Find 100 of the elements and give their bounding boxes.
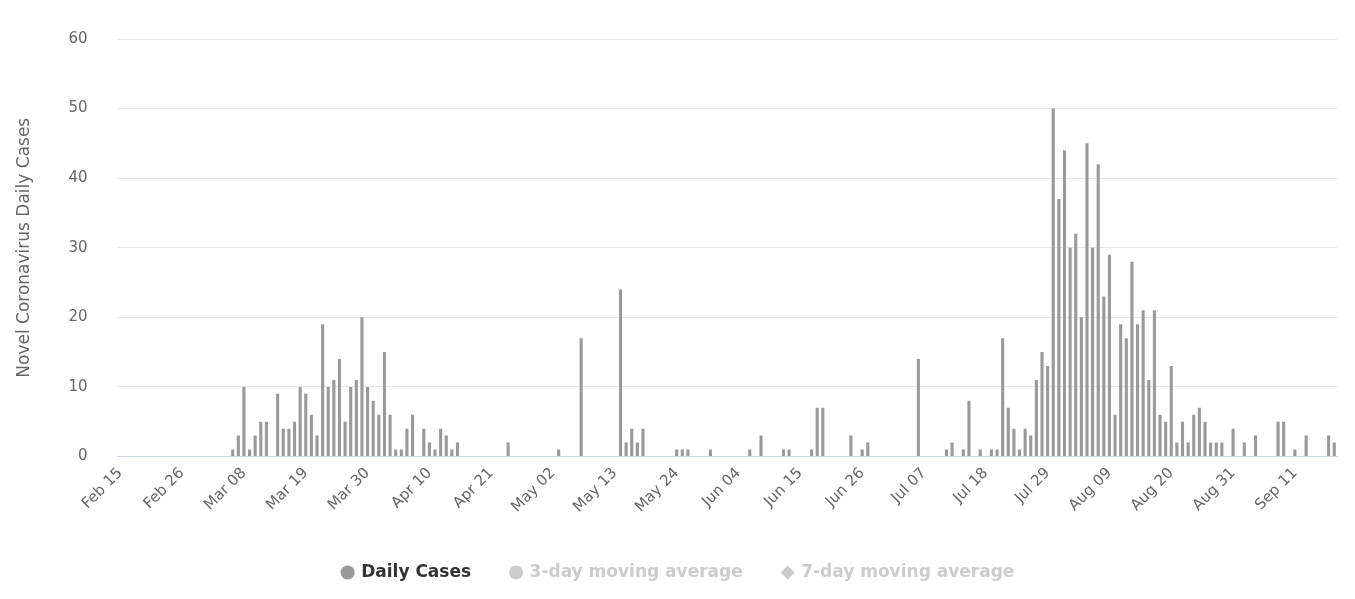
bar bbox=[309, 414, 313, 456]
bar bbox=[680, 449, 684, 456]
bar bbox=[276, 393, 280, 456]
bar bbox=[326, 386, 330, 456]
bar bbox=[371, 400, 375, 456]
bar bbox=[748, 449, 752, 456]
bar bbox=[1029, 435, 1033, 456]
bar bbox=[1057, 199, 1061, 456]
bar bbox=[995, 449, 999, 456]
x-tick-label: Feb 15 bbox=[77, 463, 126, 513]
y-tick-label: 40 bbox=[68, 168, 88, 187]
bar bbox=[264, 421, 268, 456]
bar bbox=[1119, 324, 1123, 456]
bar bbox=[1254, 435, 1258, 456]
bar bbox=[989, 449, 993, 456]
bar bbox=[337, 359, 342, 456]
bar bbox=[349, 386, 353, 456]
bar bbox=[1113, 414, 1117, 456]
bar bbox=[343, 421, 347, 456]
bar bbox=[1017, 449, 1022, 456]
bar bbox=[1180, 421, 1185, 456]
bar bbox=[1046, 366, 1050, 456]
bar bbox=[439, 428, 443, 456]
x-tick-label: Jul 07 bbox=[886, 463, 930, 507]
bar bbox=[1107, 254, 1111, 456]
bar bbox=[961, 449, 965, 456]
bar bbox=[1214, 442, 1218, 456]
bar bbox=[506, 442, 510, 456]
y-tick-label: 20 bbox=[68, 307, 88, 326]
legend-label: Daily Cases bbox=[361, 560, 472, 581]
bar bbox=[1276, 421, 1280, 456]
bar bbox=[1006, 407, 1010, 456]
bar bbox=[1141, 310, 1145, 456]
bar bbox=[433, 449, 437, 456]
bar bbox=[231, 449, 235, 456]
bar bbox=[259, 421, 263, 456]
bar bbox=[1096, 164, 1100, 456]
y-tick-label: 10 bbox=[68, 376, 88, 395]
bar bbox=[1130, 261, 1134, 456]
bar bbox=[866, 442, 870, 456]
bar bbox=[1209, 442, 1213, 456]
bar bbox=[944, 449, 949, 456]
bar bbox=[787, 449, 791, 456]
bar bbox=[388, 414, 392, 456]
bar bbox=[916, 359, 920, 456]
bar bbox=[686, 449, 690, 456]
x-tick-label: Jun 04 bbox=[697, 463, 745, 511]
bar bbox=[287, 428, 291, 456]
bar bbox=[579, 338, 583, 456]
bar bbox=[354, 379, 358, 456]
bar bbox=[422, 428, 426, 456]
bar bbox=[1158, 414, 1162, 456]
bar bbox=[1332, 442, 1336, 456]
bar bbox=[1231, 428, 1235, 456]
bar bbox=[248, 449, 252, 456]
bar bbox=[321, 324, 325, 456]
x-tick-label: Aug 09 bbox=[1064, 463, 1116, 515]
bar bbox=[1147, 379, 1151, 456]
bar bbox=[242, 386, 246, 456]
bar bbox=[1169, 366, 1173, 456]
bar bbox=[1074, 233, 1078, 456]
bar bbox=[1192, 414, 1196, 456]
x-tick-label: Apr 21 bbox=[448, 463, 497, 512]
bar bbox=[332, 379, 336, 456]
bar bbox=[1079, 317, 1083, 456]
bar bbox=[1085, 143, 1089, 456]
y-tick-label: 30 bbox=[68, 237, 88, 256]
bar bbox=[455, 442, 460, 456]
bar bbox=[1242, 442, 1246, 456]
x-tick-label: Feb 26 bbox=[139, 463, 188, 513]
bar bbox=[618, 289, 623, 456]
bar bbox=[1001, 338, 1005, 456]
bar bbox=[624, 442, 628, 456]
bar bbox=[630, 428, 634, 456]
x-tick-label: Aug 20 bbox=[1126, 463, 1177, 515]
bar bbox=[810, 449, 814, 456]
bar bbox=[1051, 108, 1055, 456]
bar bbox=[1304, 435, 1308, 456]
bar bbox=[304, 393, 308, 456]
bar bbox=[967, 400, 971, 456]
bar bbox=[849, 435, 853, 456]
bar bbox=[675, 449, 679, 456]
x-tick-label: Apr 10 bbox=[387, 463, 435, 512]
bar bbox=[360, 317, 364, 456]
bar bbox=[292, 421, 297, 456]
y-tick-label: 60 bbox=[68, 28, 88, 47]
bar bbox=[821, 407, 825, 456]
bar bbox=[1068, 247, 1072, 456]
bar bbox=[298, 386, 302, 456]
x-tick-label: Aug 31 bbox=[1188, 463, 1239, 515]
bar bbox=[1012, 428, 1016, 456]
x-tick-label: Jul 29 bbox=[1010, 463, 1054, 507]
bar bbox=[427, 442, 431, 456]
bar bbox=[950, 442, 954, 456]
x-tick-label: Sep 11 bbox=[1250, 463, 1301, 514]
bar bbox=[405, 428, 409, 456]
bar bbox=[860, 449, 864, 456]
bar bbox=[1282, 421, 1286, 456]
bar bbox=[450, 449, 454, 456]
x-tick-label: Jul 18 bbox=[948, 463, 992, 507]
